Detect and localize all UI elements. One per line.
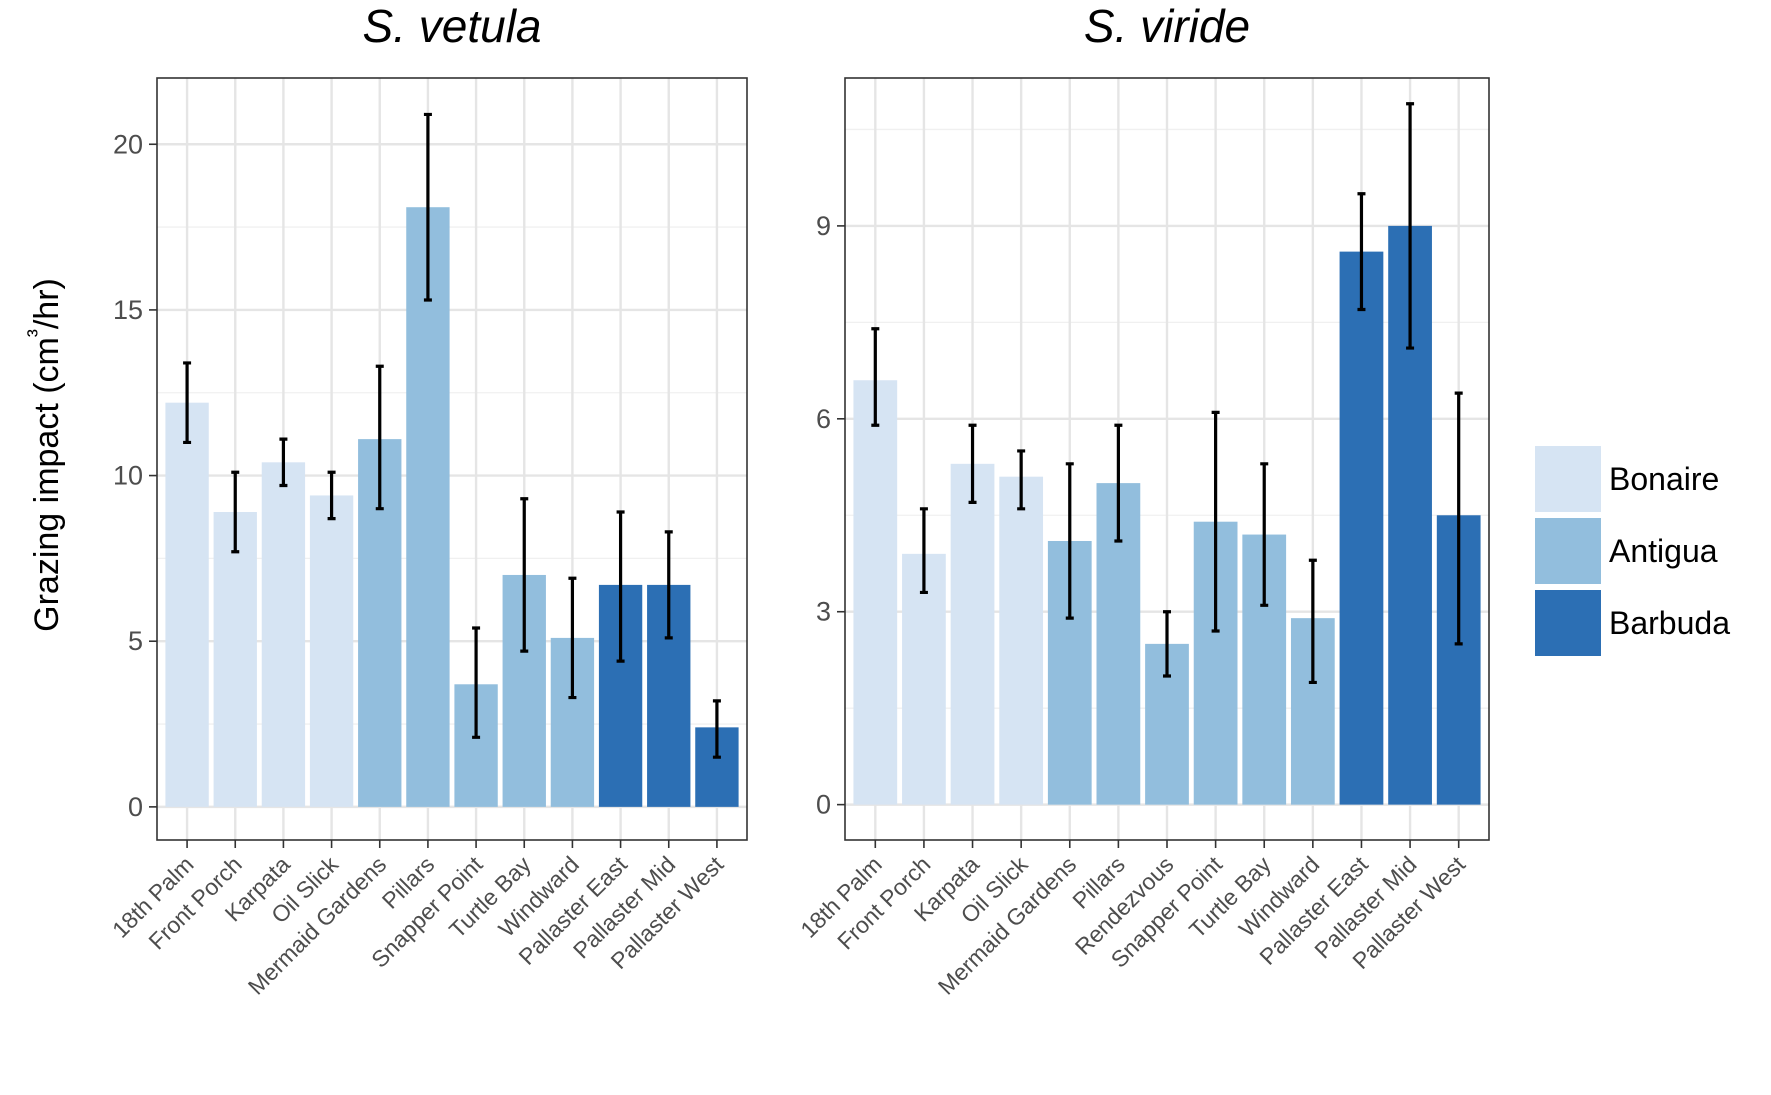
panel-title: S. viride xyxy=(1084,0,1250,52)
y-axis-label: Grazing impact (cm³/hr) xyxy=(23,278,66,632)
bar-front-porch xyxy=(213,512,257,807)
y-tick-label: 0 xyxy=(128,792,143,822)
y-tick-label: 0 xyxy=(816,790,831,820)
legend-key-barbuda xyxy=(1535,590,1601,656)
panel-border xyxy=(156,77,748,841)
legend-key-antigua xyxy=(1535,518,1601,584)
bars xyxy=(165,207,739,807)
error-bars xyxy=(183,112,721,759)
bar-oil-slick xyxy=(309,495,354,807)
legend-key-bonaire xyxy=(1535,446,1601,512)
y-tick-label: 9 xyxy=(816,211,831,241)
y-tick-label: 3 xyxy=(816,597,831,627)
error-bar xyxy=(1406,102,1415,350)
bar-pallaster-east xyxy=(1339,251,1384,805)
y-tick-label: 10 xyxy=(113,461,143,491)
error-bar xyxy=(520,497,529,653)
error-bar xyxy=(423,112,432,302)
error-bar xyxy=(1308,558,1317,685)
error-bar xyxy=(1211,410,1220,633)
error-bar xyxy=(472,626,481,739)
error-bar xyxy=(968,423,977,505)
y-tick-label: 15 xyxy=(113,295,143,325)
panel-title: S. vetula xyxy=(363,0,542,52)
y-axis-ticks: 0 5 10 15 20 xyxy=(113,129,157,822)
error-bar xyxy=(1163,610,1171,678)
error-bar xyxy=(327,470,336,521)
y-tick-label: 20 xyxy=(113,129,143,159)
y-tick-label: 6 xyxy=(816,404,831,434)
error-bar xyxy=(664,530,673,640)
legend-label-barbuda: Barbuda xyxy=(1609,605,1730,641)
y-tick-label: 5 xyxy=(128,626,143,656)
bars xyxy=(853,225,1481,805)
error-bar xyxy=(183,361,192,445)
legend-label-antigua: Antigua xyxy=(1609,533,1718,569)
error-bar xyxy=(279,437,288,488)
bar-oil-slick xyxy=(999,476,1044,805)
bar-pillars xyxy=(406,207,450,807)
bar-18th-palm xyxy=(165,402,209,807)
error-bar xyxy=(616,510,625,663)
error-bar xyxy=(1454,391,1463,646)
legend-label-bonaire: Bonaire xyxy=(1609,461,1719,497)
bar-18th-palm xyxy=(853,380,898,805)
error-bar xyxy=(1017,449,1026,511)
error-bar xyxy=(1260,462,1269,607)
error-bars xyxy=(871,102,1463,685)
error-bar xyxy=(1357,192,1366,312)
bar-karpata xyxy=(261,462,306,807)
error-bar xyxy=(1065,462,1074,620)
error-bar xyxy=(871,327,880,427)
error-bar xyxy=(919,507,928,595)
error-bar xyxy=(1114,423,1123,543)
legend: Bonaire Antigua Barbuda xyxy=(1535,446,1730,656)
error-bar xyxy=(231,470,240,554)
error-bar xyxy=(375,364,384,511)
y-axis-ticks: 0 3 6 9 xyxy=(816,211,845,820)
bar-front-porch xyxy=(902,553,946,805)
error-bar xyxy=(712,699,721,759)
bar-karpata xyxy=(950,463,995,805)
error-bar xyxy=(568,576,577,700)
